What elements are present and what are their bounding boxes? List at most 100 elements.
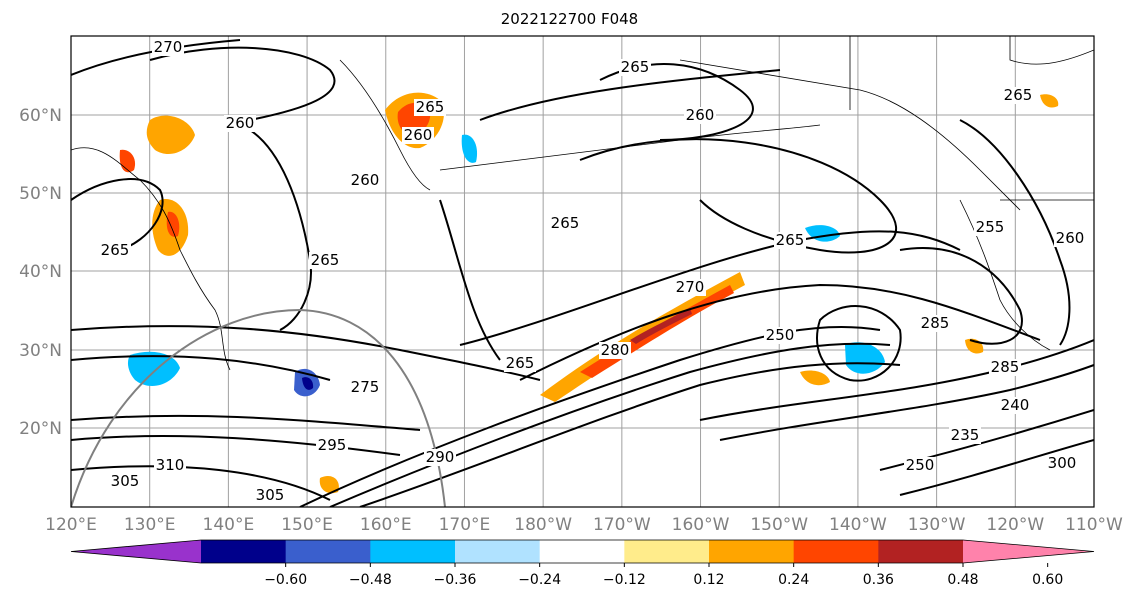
lat-tick-label: 50°N [19, 184, 62, 204]
contour-label: 260 [684, 106, 716, 124]
contour-label: 295 [316, 436, 348, 454]
contour-labels: 270 265 260 265 260 260 265 265 265 265 260 265 270 2… [99, 38, 1086, 504]
contour-label: 260 [402, 126, 434, 144]
lon-tick-label: 160°E [360, 515, 412, 535]
coastlines [71, 36, 1094, 371]
contour-label: 280 [599, 341, 631, 359]
colorbar-tick-label: −0.24 [518, 572, 561, 588]
shade-east-3 [1040, 94, 1059, 108]
contour-line [459, 230, 961, 346]
colorbar-segment [709, 540, 795, 563]
svg-text:260: 260 [686, 106, 715, 124]
colorbar-segment [201, 540, 287, 563]
shade-south-1 [319, 475, 339, 494]
contour-label: 260 [224, 114, 256, 132]
colorbar-tick-label: 0.24 [778, 572, 809, 588]
contour-label: 265 [309, 251, 341, 269]
colorbar-segment [624, 540, 710, 563]
colorbar-tick-label: 0.48 [947, 572, 978, 588]
contour-line [816, 305, 902, 382]
colorbar-tick-label: −0.36 [434, 572, 477, 588]
colorbar-segment [285, 540, 371, 563]
contour-label: 265 [504, 354, 536, 372]
longitude-axis: 120°E 130°E 140°E 150°E 160°E 170°E 180°W 170°W… [45, 515, 1123, 535]
contour-label: 265 [99, 241, 131, 259]
colorbar-tick-label: −0.48 [349, 572, 392, 588]
map-frame [70, 35, 1095, 508]
contour-line [71, 39, 241, 76]
svg-text:265: 265 [776, 231, 805, 249]
svg-text:285: 285 [991, 358, 1020, 376]
shade-japan-1 [146, 115, 195, 155]
colorbar-segment [370, 540, 456, 563]
svg-text:265: 265 [311, 251, 340, 269]
svg-text:255: 255 [976, 218, 1005, 236]
contour-line [299, 325, 881, 507]
contour-label: 285 [919, 314, 951, 332]
contour-label: 265 [774, 231, 806, 249]
lon-tick-label: 170°E [439, 515, 491, 535]
colorbar-tick-label: −0.12 [603, 572, 646, 588]
colorbar-segment [455, 540, 541, 563]
colorbar-tick-label: −0.60 [264, 572, 307, 588]
lat-tick-label: 20°N [19, 419, 62, 439]
contour-line [479, 69, 781, 121]
shade-japan-4 [166, 211, 180, 237]
lon-tick-label: 110°W [1065, 515, 1123, 535]
svg-text:275: 275 [351, 378, 380, 396]
lon-tick-label: 180°W [514, 515, 572, 535]
contour-label: 250 [904, 456, 936, 474]
svg-text:270: 270 [676, 278, 705, 296]
contour-line [71, 178, 164, 251]
coastline-asia [71, 147, 231, 371]
contour-label: 310 [154, 456, 186, 474]
lon-tick-label: 170°W [593, 515, 651, 535]
svg-text:270: 270 [154, 38, 183, 56]
contour-label: 275 [349, 378, 381, 396]
contour-label: 270 [152, 38, 184, 56]
lon-tick-label: 120°W [986, 515, 1044, 535]
contour-label: 265 [1002, 86, 1034, 104]
lon-tick-label: 130°E [124, 515, 176, 535]
contour-label: 290 [424, 448, 456, 466]
svg-text:295: 295 [318, 436, 347, 454]
lon-tick-label: 150°E [281, 515, 333, 535]
svg-text:310: 310 [156, 456, 185, 474]
colorbar-segment [71, 540, 201, 563]
contour-label: 305 [109, 472, 141, 490]
map-panel: 270 265 260 265 260 260 265 265 265 265 260 265 270 2… [19, 35, 1123, 535]
colorbar-segment [963, 540, 1094, 563]
contour-line [699, 339, 1094, 421]
contour-line [519, 283, 1041, 381]
contour-label: 260 [1054, 229, 1086, 247]
contour-label: 300 [1046, 454, 1078, 472]
svg-text:265: 265 [101, 241, 130, 259]
shade-blue-4 [845, 342, 885, 374]
shade-blue-3 [302, 377, 314, 390]
svg-text:300: 300 [1048, 454, 1077, 472]
colorbar-tick-label: 0.60 [1032, 572, 1063, 588]
shade-blue-6 [461, 134, 478, 163]
colorbar-outline [70, 539, 1095, 564]
shade-east-1 [800, 370, 830, 386]
svg-text:305: 305 [256, 486, 285, 504]
svg-text:250: 250 [906, 456, 935, 474]
lon-tick-label: 150°W [750, 515, 808, 535]
contour-label: 265 [619, 58, 651, 76]
svg-text:290: 290 [426, 448, 455, 466]
lon-tick-label: 160°W [672, 515, 730, 535]
shade-darkred-band [630, 308, 692, 344]
latitude-axis: 60°N 50°N 40°N 30°N 20°N [19, 106, 62, 439]
contour-line [249, 129, 312, 331]
svg-text:305: 305 [111, 472, 140, 490]
svg-text:260: 260 [226, 114, 255, 132]
svg-text:265: 265 [621, 58, 650, 76]
colorbar-tick-label: 0.12 [693, 572, 724, 588]
svg-text:260: 260 [404, 126, 433, 144]
contour-line [899, 439, 1094, 496]
contour-line [71, 434, 401, 456]
contour-line [71, 465, 331, 501]
contour-line [579, 138, 897, 254]
contour-line [71, 414, 421, 431]
